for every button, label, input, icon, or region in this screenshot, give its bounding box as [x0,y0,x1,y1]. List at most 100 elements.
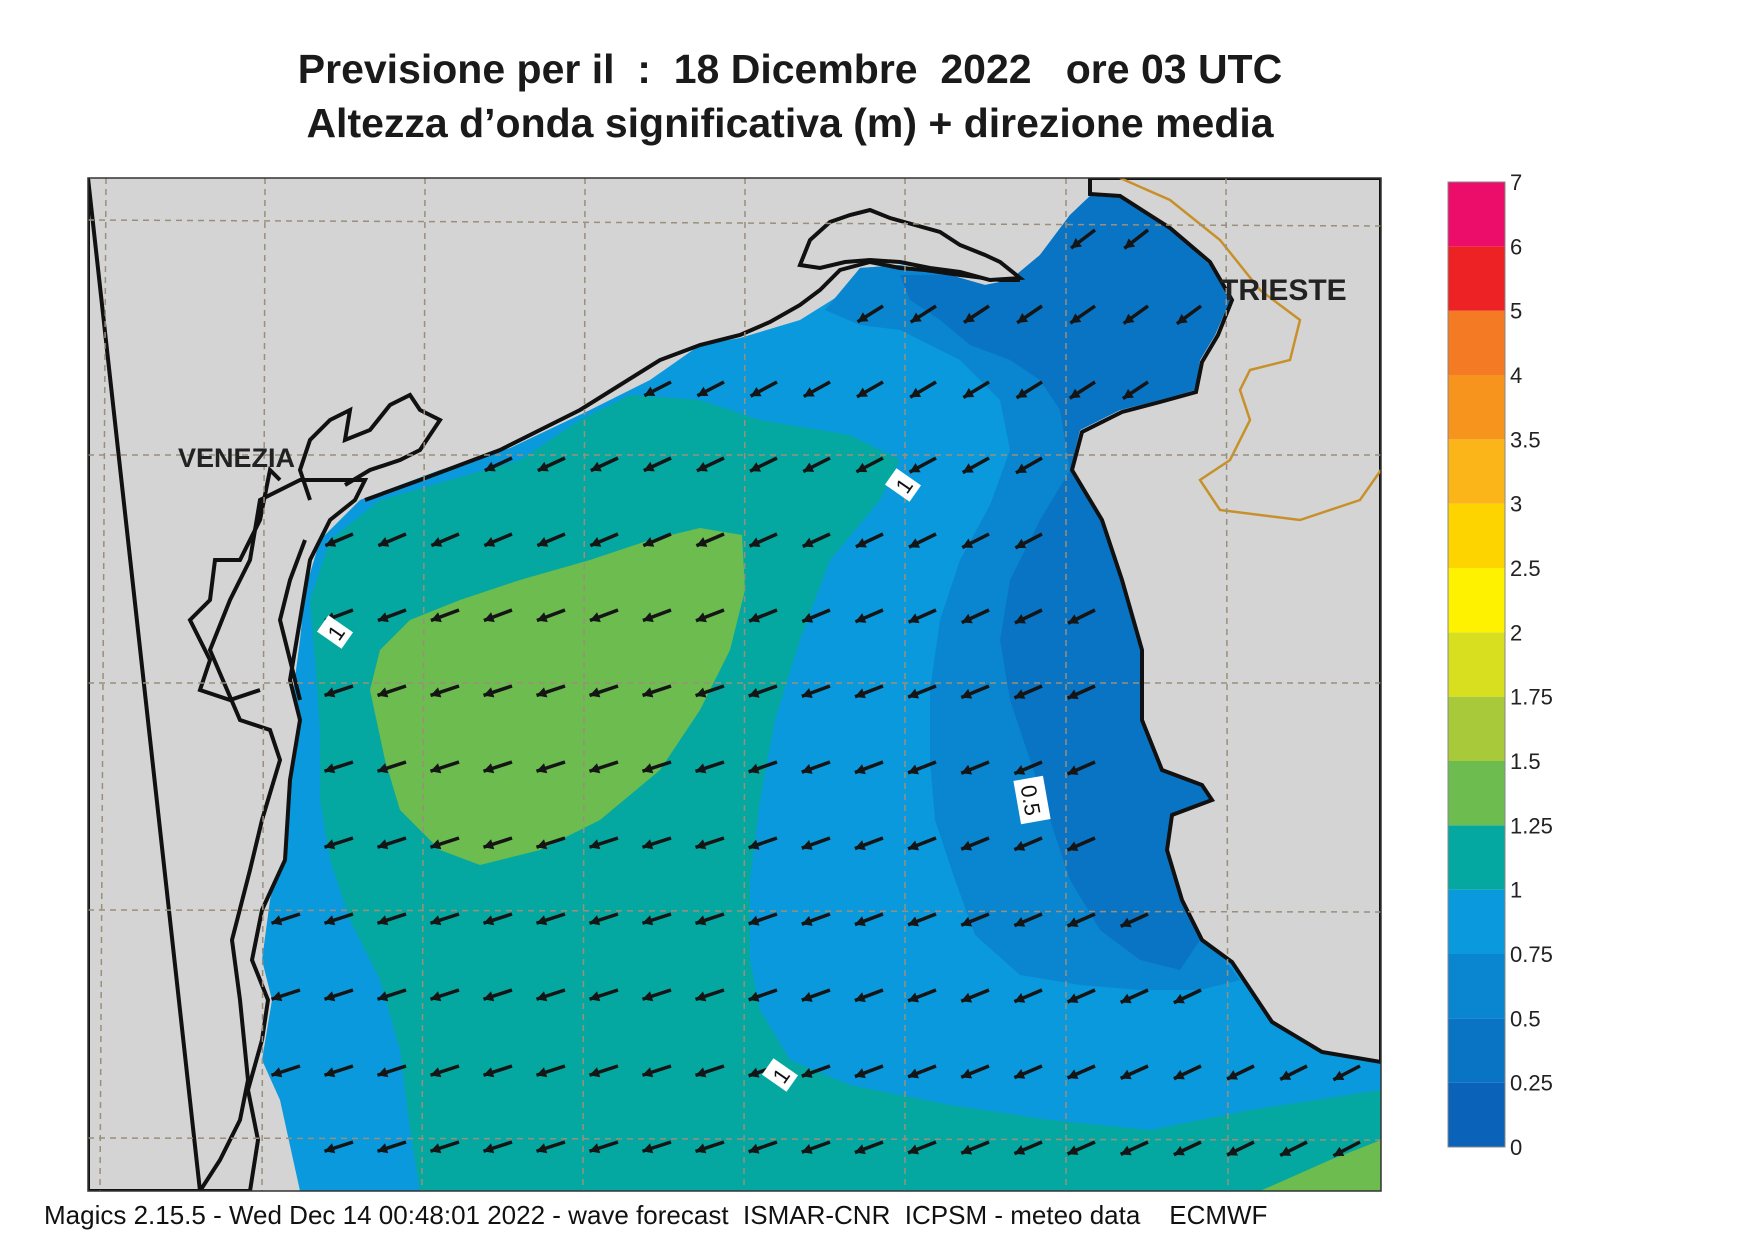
wave-arrow-head [749,612,761,623]
wave-arrow-head [854,840,866,851]
wave-arrow-head [696,537,708,547]
wave-arrow-head [801,1143,813,1154]
wave-arrow-head [695,1143,707,1154]
wave-arrow-head [856,387,868,397]
wave-arrow-head [750,386,762,397]
wave-arrow-head [908,840,919,851]
wave-arrow-head [536,915,548,926]
wave-arrow-head [908,992,919,1003]
wave-arrow-head [1067,689,1079,700]
graticule [88,178,1381,1191]
wave-arrow-head [642,991,654,1002]
wave-arrow-head [1014,689,1026,699]
wave-arrow-head [803,387,815,397]
wave-arrow-head [377,1143,389,1154]
forecast-subtitle: Altezza d’onda significativa (m) + direz… [306,100,1274,146]
wave-arrow-head [908,613,920,624]
wave-arrow-head [961,840,973,851]
wave-arrow-head [1067,993,1079,1003]
wave-arrow-head [961,916,973,927]
wave-arrow-head [324,991,336,1002]
wave-arrow-head [908,688,920,699]
legend-tick-label: 0.25 [1510,1071,1553,1096]
wave-arrow-head [536,763,548,774]
wave-arrow-head [589,612,601,623]
wave-arrow-head [1333,1146,1345,1157]
wave-arrow-head [271,915,283,926]
wave-arrow-head [430,687,442,698]
legend-swatch [1448,182,1505,247]
wave-arrow-head [483,763,495,774]
wave-arrow-head [854,992,866,1003]
color-legend: 0 0.25 0.5 0.75 1 1.25 1.5 1.75 2 2.5 3 3.5 4 5 6 7 [1447,170,1553,1160]
wave-arrow-head [855,537,867,548]
wave-arrow-head [1227,1146,1239,1156]
wave-arrow-head [589,1143,601,1154]
wave-arrow-head [855,613,867,623]
wave-arrow-head [271,1067,283,1078]
wave-arrow-head [1067,841,1079,851]
legend-tick-label: 0.75 [1510,942,1553,967]
legend-swatch [1448,889,1505,954]
wave-arrow-head [377,687,389,698]
wave-arrow-head [377,915,389,926]
wave-arrow-head [536,1143,548,1154]
wave-arrow-head [536,839,548,850]
wave-arrow-head [589,687,601,698]
legend-swatch [1448,954,1505,1019]
wave-arrow-head [642,687,654,698]
wave-arrow-head [430,612,442,623]
wave-arrow-head [961,764,973,775]
wave-arrow-head [324,687,336,698]
wave-arrow-head [589,1067,601,1078]
venetian-coast [88,178,369,1191]
wave-arrow-head [377,839,389,850]
legend-swatch [1448,246,1505,311]
wave-arrow-head [695,1067,707,1078]
state-border [1119,178,1381,522]
wave-arrow-head [642,915,654,926]
wave-arrow-head [749,537,761,548]
forecast-title: Previsione per il : 18 Dicembre 2022 ore… [297,46,1283,92]
wave-arrow-head [962,538,974,548]
city-label-venezia: VENEZIA [178,443,295,473]
wave-arrow-head [589,839,601,850]
wave-arrow-head [748,687,760,698]
legend-swatch [1448,568,1505,633]
wave-arrow-head [1070,313,1082,324]
legend-swatch [1448,825,1505,890]
wave-arrow-head [483,612,495,623]
wave-arrow-head [484,537,496,547]
wave-band-1.25 [370,528,745,865]
wave-arrow-head [1068,614,1080,624]
legend-tick-label: 1 [1510,878,1522,903]
wave-arrow-head [856,462,868,473]
wave-arrow-head [377,763,389,774]
wave-band-1.25-se [1260,1140,1381,1191]
legend-tick-label: 4 [1510,363,1522,388]
wave-arrow-head [1017,313,1029,323]
wave-arrow-head [324,839,336,850]
wave-arrow-head [642,839,654,850]
wave-arrow-head [483,1067,495,1078]
wave-arrow-head [378,537,390,547]
wave-arrow-head [802,612,814,623]
wave-arrow-head [909,462,921,473]
wave-arrow-head [324,1143,336,1154]
wave-arrow-head [695,839,707,850]
north-coast [364,259,1020,502]
wave-arrow-head [430,763,442,774]
legend-swatch [1448,375,1505,440]
legend-tick-label: 1.5 [1510,749,1541,774]
legend-swatch [1448,310,1505,375]
wave-arrow-head [430,839,442,850]
wave-arrow-head [325,537,337,547]
legend-swatch [1448,1082,1505,1147]
wave-arrow-head [857,312,869,322]
wave-arrow-head [377,991,389,1002]
wave-arrow-head [483,1143,495,1154]
map-frame [87,177,1382,1192]
wave-direction-arrows [270,228,1361,1158]
wave-arrow-head [536,991,548,1002]
legend-swatch [1448,696,1505,761]
